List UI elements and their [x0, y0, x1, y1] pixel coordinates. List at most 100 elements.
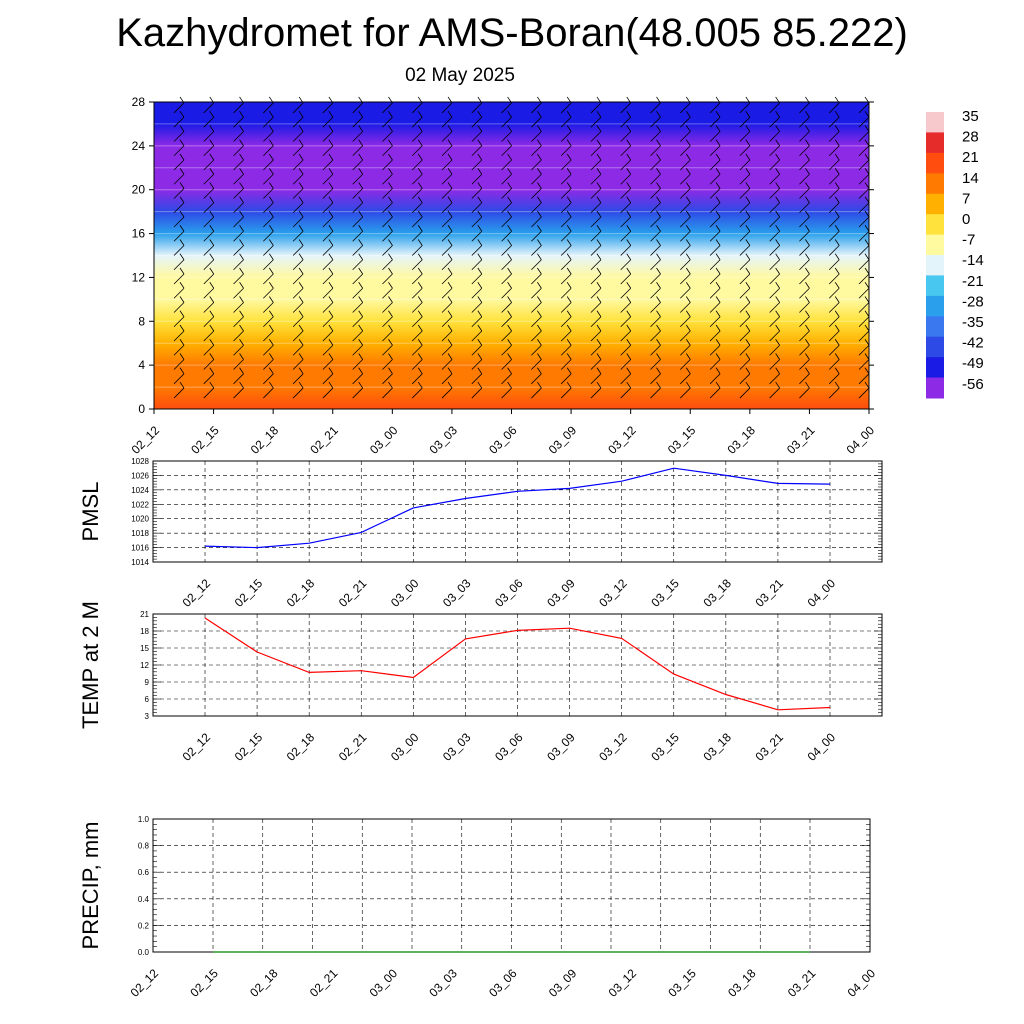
wind-barb [173, 196, 185, 214]
wind-barb [322, 210, 334, 228]
wind-barb [620, 168, 632, 185]
wind-barb [352, 182, 364, 199]
wind-barb [322, 310, 334, 328]
y-axis-label: TEMP at 2 M [78, 601, 103, 729]
colorbar-swatch [926, 275, 944, 297]
x-tick-label: 04_00 [844, 423, 878, 457]
wind-barb [173, 225, 185, 242]
wind-barb [411, 210, 423, 228]
colorbar-swatch [926, 316, 944, 338]
wind-barb [322, 153, 334, 171]
wind-barb [799, 282, 810, 299]
wind-barb [680, 267, 691, 285]
wind-barb [471, 296, 483, 313]
wind-barb [739, 339, 751, 356]
wind-barb [292, 339, 304, 356]
wind-barb [739, 381, 751, 399]
wind-barb [531, 125, 542, 142]
wind-barb [322, 282, 334, 299]
wind-barb [411, 168, 423, 185]
wind-barb [769, 153, 780, 171]
wind-barb [709, 139, 721, 157]
x-tick-label: 02_18 [284, 576, 318, 610]
wind-barb [501, 310, 512, 328]
y-tick-label: 1028 [131, 457, 149, 466]
wind-barb [620, 381, 632, 399]
wind-barb [322, 324, 334, 342]
wind-barb [501, 153, 512, 171]
wind-barb [828, 182, 840, 199]
wind-barb [650, 267, 661, 285]
y-tick-label: 1024 [131, 486, 149, 495]
wind-barb [680, 310, 691, 328]
x-tick-label: 03_12 [596, 576, 630, 610]
wind-barb [620, 353, 632, 370]
wind-barb [560, 110, 572, 128]
wind-barb [650, 225, 661, 242]
wind-barb [352, 324, 364, 342]
wind-barb [471, 125, 483, 142]
wind-barb [531, 210, 542, 228]
wind-barb [352, 168, 364, 185]
wind-barb [233, 196, 244, 214]
wind-barb [471, 267, 483, 285]
wind-barb [233, 139, 244, 157]
wind-barb [650, 139, 661, 157]
wind-barb [709, 282, 721, 299]
wind-barb [799, 196, 810, 214]
colorbar-label: -7 [962, 232, 975, 249]
wind-barb [322, 367, 334, 385]
wind-barb [292, 153, 304, 171]
wind-barb [590, 182, 602, 199]
wind-barb [799, 339, 810, 356]
chart-title: Kazhydromet for AMS-Boran(48.005 85.222) [116, 11, 908, 55]
x-tick-label: 03_06 [492, 576, 526, 610]
wind-barb [680, 196, 691, 214]
wind-barb [233, 125, 244, 142]
wind-barb [799, 153, 810, 171]
x-tick-label: 02_15 [188, 423, 222, 457]
wind-barb [709, 353, 721, 370]
wind-barb [322, 353, 334, 370]
wind-barb [858, 196, 870, 214]
y-tick-label: 0.8 [138, 842, 150, 851]
wind-barb [292, 182, 304, 199]
x-tick-label: 03_09 [546, 966, 580, 1000]
wind-barb [441, 367, 453, 385]
colorbar-label: 0 [962, 211, 970, 228]
wind-barb [441, 339, 453, 356]
wind-barb [769, 282, 780, 299]
wind-barb [501, 196, 512, 214]
wind-barb [650, 196, 661, 214]
colorbar-swatch [926, 152, 944, 174]
wind-barb [799, 296, 810, 313]
wind-barb [441, 182, 453, 199]
x-tick-label: 03_06 [486, 423, 520, 457]
wind-barb [441, 225, 453, 242]
x-tick-label: 03_06 [486, 966, 520, 1000]
wind-barb [352, 196, 364, 214]
y-tick-label: 0.4 [138, 895, 150, 904]
wind-barb [590, 210, 602, 228]
wind-barb [233, 339, 244, 356]
wind-barb [650, 210, 661, 228]
wind-barb [382, 210, 393, 228]
wind-barb [590, 381, 602, 399]
wind-barb [620, 367, 632, 385]
y-tick-label: 1022 [131, 500, 149, 509]
wind-barb [739, 253, 751, 271]
wind-barb [620, 253, 632, 271]
wind-barb [322, 267, 334, 285]
wind-barb [411, 310, 423, 328]
wind-barb [769, 267, 780, 285]
wind-barb [382, 110, 393, 128]
wind-barb [858, 367, 870, 385]
wind-barb [322, 196, 334, 214]
wind-barb [828, 210, 840, 228]
wind-barb [828, 139, 840, 157]
wind-barb [590, 125, 602, 142]
wind-barb [292, 196, 304, 214]
wind-barb [680, 296, 691, 313]
wind-barb [531, 139, 542, 157]
wind-barb [501, 381, 512, 399]
